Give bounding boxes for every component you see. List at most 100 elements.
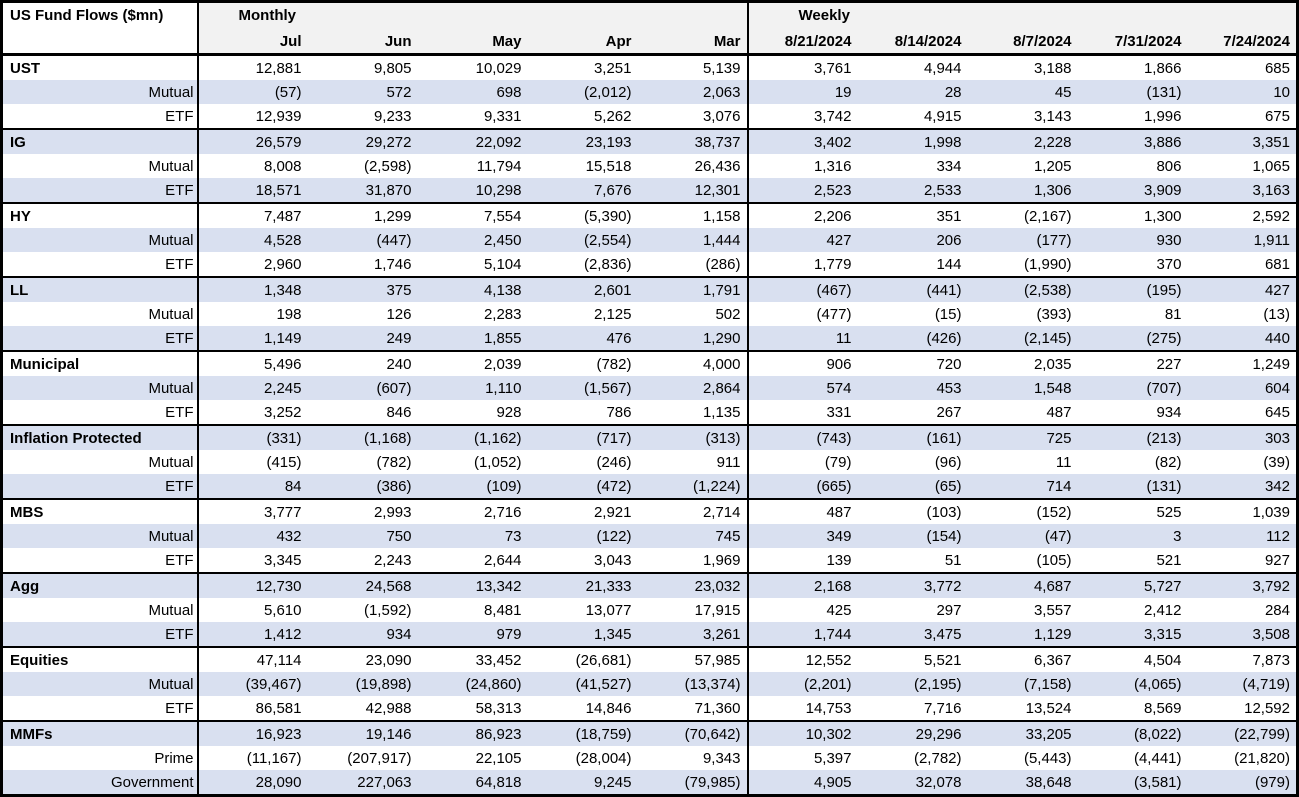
weekly-value-cell: 4,915 [923, 107, 962, 125]
weekly-value-cell: 3,508 [1187, 622, 1298, 647]
weekly-value-cell: (103) [857, 498, 968, 524]
weekly-value-cell: 11 [1055, 453, 1072, 471]
monthly-value-cell: (415) [266, 453, 302, 471]
monthly-column-header: Mar [637, 30, 749, 55]
weekly-value-cell: 930 [1077, 228, 1188, 252]
weekly-value-cell: 6,367 [967, 646, 1078, 672]
weekly-value-cell: 342 [1187, 474, 1298, 499]
category-row: LL 1,348 375 4,138 2,601 1,791 (467) (441) (2,53… [1, 276, 1298, 302]
weekly-value-cell: 13,524 [1025, 699, 1072, 717]
row-label: MMFs [1, 720, 199, 746]
sub-row: Mutual 2,245 (607) 1,110 (1,567) 2,864 574 453 1… [1, 376, 1298, 400]
monthly-value-cell: 33,452 [417, 646, 528, 672]
category-row: HY 7,487 1,299 7,554 (5,390) 1,158 2,206 351 (2,… [1, 202, 1298, 228]
weekly-value-cell: 2,412 [1143, 601, 1182, 619]
weekly-value-cell: (4,719) [1187, 672, 1298, 696]
monthly-value-cell: 3,345 [263, 551, 302, 569]
weekly-value-cell: 4,944 [857, 53, 968, 80]
monthly-value-cell: 12,881 [197, 53, 308, 80]
monthly-value-cell: 4,000 [637, 350, 749, 376]
weekly-value-cell: 645 [1264, 403, 1290, 421]
monthly-value-cell: 3,043 [593, 551, 632, 569]
monthly-value-cell: 1,299 [307, 202, 418, 228]
monthly-value-cell: 1,149 [197, 326, 308, 351]
monthly-value-cell: 12,939 [255, 107, 302, 125]
row-label: Government [1, 770, 199, 796]
row-label: Mutual [1, 376, 199, 400]
weekly-value-cell: (195) [1077, 276, 1188, 302]
monthly-value-cell: 5,262 [593, 107, 632, 125]
weekly-column-header: 8/21/2024 [747, 30, 858, 55]
row-label: LL [1, 276, 199, 302]
monthly-value-cell: 1,855 [417, 326, 528, 351]
sub-row: ETF 1,149 249 1,855 476 1,290 11 (426) (2,145) (2… [1, 326, 1298, 351]
sub-row: Mutual 4,528 (447) 2,450 (2,554) 1,444 427 206(… [1, 228, 1298, 252]
monthly-value-cell: 2,450 [417, 228, 528, 252]
weekly-value-cell: 19 [747, 80, 858, 104]
weekly-value-cell: 7,716 [923, 699, 962, 717]
weekly-value-cell: 12,552 [747, 646, 858, 672]
weekly-value-cell: 681 [1264, 255, 1290, 273]
sub-row: ETF 84 (386) (109) (472) (1,224) (665) (65) 714(… [1, 474, 1298, 499]
monthly-value-cell: 24,568 [307, 572, 418, 598]
weekly-value-cell: 440 [1187, 326, 1298, 351]
monthly-value-cell: (70,642) [637, 720, 749, 746]
weekly-value-cell: 685 [1187, 53, 1298, 80]
weekly-value-cell: (1,990) [1023, 255, 1072, 273]
row-label: ETF [1, 252, 199, 277]
row-label: Mutual [1, 598, 199, 622]
weekly-value-cell: (477) [816, 305, 852, 323]
monthly-column-header: Jul [197, 30, 308, 55]
monthly-value-cell: 1,746 [373, 255, 412, 273]
weekly-value-cell: 112 [1187, 524, 1298, 548]
row-label: IG [1, 128, 199, 154]
weekly-value-cell: 1,548 [967, 376, 1078, 400]
weekly-value-cell: 714 [967, 474, 1078, 499]
weekly-column-header: 8/7/2024 [967, 30, 1078, 55]
monthly-value-cell: 23,193 [527, 128, 638, 154]
monthly-value-cell: (79,985) [637, 770, 749, 796]
monthly-value-cell: (109) [417, 474, 528, 499]
weekly-value-cell: 487 [747, 498, 858, 524]
weekly-value-cell: 29,296 [857, 720, 968, 746]
weekly-value-cell: 1,316 [813, 157, 852, 175]
monthly-value-cell: 26,579 [197, 128, 308, 154]
weekly-block-label: Weekly [747, 1, 1298, 30]
monthly-value-cell: 240 [307, 350, 418, 376]
weekly-value-cell: 297 [936, 601, 962, 619]
monthly-value-cell: 3,777 [197, 498, 308, 524]
monthly-value-cell: 23,090 [307, 646, 418, 672]
monthly-value-cell: 249 [307, 326, 418, 351]
weekly-value-cell: (441) [857, 276, 968, 302]
weekly-value-cell: 267 [936, 403, 962, 421]
monthly-value-cell: 10,029 [417, 53, 528, 80]
monthly-value-cell: 928 [496, 403, 522, 421]
monthly-value-cell: (207,917) [347, 749, 412, 767]
monthly-value-cell: (1,224) [637, 474, 749, 499]
weekly-value-cell: 351 [857, 202, 968, 228]
weekly-value-cell: 12,592 [1244, 699, 1290, 717]
weekly-value-cell: 3,909 [1077, 178, 1188, 203]
weekly-value-cell: 453 [857, 376, 968, 400]
monthly-value-cell: (1,592) [363, 601, 412, 619]
weekly-value-cell: 3,792 [1187, 572, 1298, 598]
monthly-value-cell: 19,146 [307, 720, 418, 746]
monthly-value-cell: 11,794 [476, 157, 522, 175]
monthly-value-cell: 846 [386, 403, 412, 421]
sub-row: Mutual 8,008 (2,598) 11,794 15,518 26,436 1,31… [1, 154, 1298, 178]
monthly-value-cell: 22,105 [475, 749, 522, 767]
monthly-value-cell: 227,063 [307, 770, 418, 796]
monthly-value-cell: 2,243 [373, 551, 412, 569]
weekly-value-cell: (2,195) [857, 672, 968, 696]
monthly-value-cell: 3,261 [637, 622, 749, 647]
weekly-value-cell: (743) [747, 424, 858, 450]
weekly-value-cell: 525 [1077, 498, 1188, 524]
row-label: MBS [1, 498, 199, 524]
weekly-value-cell: 2,533 [857, 178, 968, 203]
weekly-value-cell: 1,300 [1077, 202, 1188, 228]
category-row: Agg 12,730 24,568 13,342 21,333 23,032 2,168 3,… [1, 572, 1298, 598]
weekly-value-cell: 38,648 [967, 770, 1078, 796]
sub-row: ETF 2,960 1,746 5,104 (2,836) (286) 1,779 144 (1… [1, 252, 1298, 277]
monthly-value-cell: 1,135 [637, 400, 749, 425]
